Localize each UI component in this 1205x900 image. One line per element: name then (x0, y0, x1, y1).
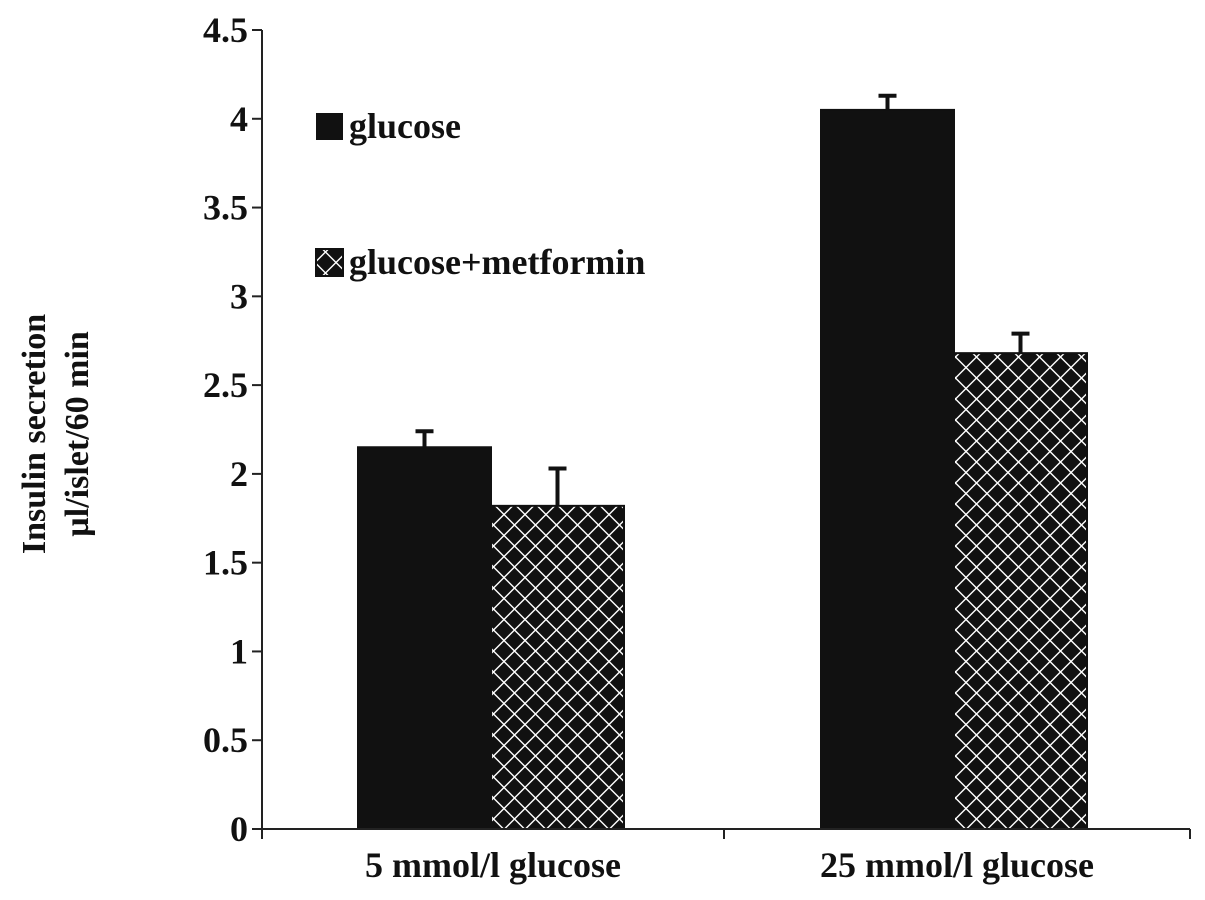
legend: glucose glucose+metformin (315, 106, 645, 282)
error-bars (415, 93, 1030, 506)
y-tick-label: 3.5 (203, 188, 248, 228)
legend-label-glucose: glucose (349, 106, 461, 146)
legend-swatch-glucose-metformin (315, 248, 344, 277)
axes (261, 30, 1191, 839)
y-axis-label-line-1: Insulin secretion (16, 314, 53, 554)
x-category-label: 5 mmol/l glucose (365, 845, 621, 885)
bar-glucose-metformin-2 (953, 352, 1088, 830)
legend-label-glucose-metformin: glucose+metformin (349, 242, 645, 282)
x-axis: 5 mmol/l glucose 25 mmol/l glucose (365, 845, 1094, 885)
y-tick-label: 4.5 (203, 10, 248, 50)
y-tick-label: 2 (230, 454, 248, 494)
y-tick-label: 4 (230, 99, 248, 139)
y-tick-label: 0 (230, 809, 248, 849)
bar-glucose-metformin-1 (490, 504, 625, 830)
x-category-label: 25 mmol/l glucose (820, 845, 1094, 885)
legend-swatch-glucose (316, 113, 343, 140)
y-tick-label: 1 (230, 631, 248, 671)
bar-glucose-2 (820, 108, 955, 830)
y-axis-label: Insulin secretion µl/islet/60 min (16, 314, 96, 554)
y-tick-label: 2.5 (203, 365, 248, 405)
y-axis-label-line-2: µl/islet/60 min (59, 331, 96, 537)
bars (357, 108, 1088, 830)
y-tick-label: 1.5 (203, 543, 248, 583)
y-tick-label: 0.5 (203, 720, 248, 760)
y-tick-label: 3 (230, 276, 248, 316)
y-axis: 0 0.5 1 1.5 2 2.5 3 3.5 4 4.5 (203, 10, 262, 849)
bar-glucose-1 (357, 446, 492, 830)
